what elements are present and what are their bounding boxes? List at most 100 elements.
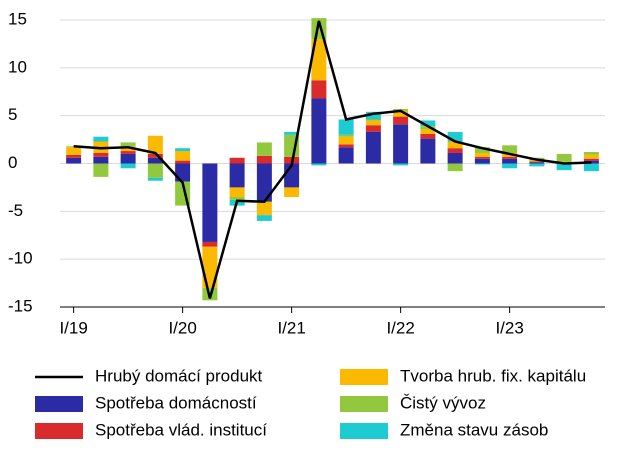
bar-segment — [147, 153, 163, 158]
bar-segment — [93, 136, 109, 142]
bar-segment — [556, 163, 572, 171]
bar-segment — [175, 163, 191, 182]
bar-segment — [229, 196, 245, 200]
legend-swatch — [340, 396, 388, 412]
bar-segment — [583, 152, 599, 155]
legend-label: Čistý vývoz — [400, 393, 486, 412]
bar-segment — [93, 152, 109, 157]
legend-swatch — [35, 423, 83, 439]
bar-segment — [202, 163, 218, 242]
bar-segment — [120, 153, 136, 164]
y-tick-label: 0 — [8, 153, 17, 172]
bar-segment — [502, 163, 518, 169]
bar-segment — [66, 154, 82, 158]
y-tick-label: 5 — [8, 105, 17, 124]
bar-segment — [284, 187, 300, 197]
bar-segment — [583, 163, 599, 172]
bar-segment — [583, 154, 599, 159]
bar-segment — [256, 215, 272, 221]
gdp-line — [73, 20, 592, 299]
bar-segment — [175, 151, 191, 161]
bar-segment — [420, 138, 436, 164]
bar-segment — [93, 163, 109, 177]
bar-segment — [256, 142, 272, 156]
bar-segment — [474, 156, 490, 159]
bar-segment — [66, 157, 82, 164]
bar-segment — [311, 39, 327, 81]
bar-segment — [120, 146, 136, 152]
bar-segment — [256, 155, 272, 164]
bar-segment — [147, 163, 163, 178]
bar-segment — [311, 98, 327, 164]
bar-segment — [365, 131, 381, 164]
bar-segment — [447, 152, 463, 164]
bar-segment — [502, 158, 518, 164]
y-tick-label: -5 — [8, 201, 23, 220]
bar-segment — [474, 163, 490, 165]
bar-segment — [556, 161, 572, 163]
bar-segment — [256, 201, 272, 216]
bar-segment — [393, 116, 409, 125]
bar-segment — [338, 147, 354, 164]
legend-label: Spotřeba vlád. institucí — [95, 420, 267, 439]
x-tick-label: I/20 — [168, 318, 196, 337]
x-tick-label: I/19 — [59, 318, 87, 337]
legend-swatch — [35, 396, 83, 412]
bar-segment — [120, 151, 136, 154]
bar-segment — [284, 131, 300, 135]
bar-segment — [474, 158, 490, 164]
bar-segment — [338, 144, 354, 148]
bar-segment — [583, 160, 599, 164]
x-tick-label: I/21 — [277, 318, 305, 337]
y-tick-label: 10 — [8, 57, 27, 76]
legend-label: Tvorba hrub. fix. kapitálu — [400, 366, 586, 385]
bar-segment — [229, 157, 245, 164]
bar-segment — [447, 131, 463, 142]
bar-segment — [393, 110, 409, 117]
bar-segment — [529, 161, 545, 163]
bar-segment — [175, 148, 191, 152]
bar-segment — [393, 124, 409, 164]
bar-segment — [420, 126, 436, 130]
bar-segment — [311, 163, 327, 166]
bar-segment — [338, 136, 354, 145]
legend-label: Hrubý domácí produkt — [95, 366, 263, 385]
x-tick-label: I/23 — [495, 318, 523, 337]
bar-segment — [338, 134, 354, 137]
bar-segment — [120, 142, 136, 147]
bar-segment — [529, 163, 545, 167]
bar-segment — [420, 133, 436, 139]
legend-swatch — [340, 369, 388, 385]
bar-segment — [529, 160, 545, 162]
bar-segment — [229, 163, 245, 188]
bar-segment — [420, 120, 436, 127]
y-tick-label: -15 — [8, 296, 33, 315]
bar-segment — [474, 152, 490, 157]
bar-segment — [420, 129, 436, 134]
bar-segment — [502, 156, 518, 159]
bar-segment — [147, 135, 163, 154]
bar-segment — [447, 163, 463, 172]
legend-label: Spotřeba domácností — [95, 393, 257, 412]
bar-segment — [502, 145, 518, 153]
bar-segment — [365, 125, 381, 132]
bar-segment — [66, 147, 82, 155]
legend-swatch — [340, 423, 388, 439]
bar-segment — [93, 156, 109, 164]
bar-segment — [556, 153, 572, 162]
bar-segment — [229, 187, 245, 197]
x-tick-label: I/22 — [386, 318, 414, 337]
bar-segment — [311, 80, 327, 99]
bar-segment — [447, 141, 463, 149]
bar-segment — [529, 162, 545, 164]
bar-segment — [147, 177, 163, 181]
bar-segment — [393, 163, 409, 166]
y-tick-label: -10 — [8, 249, 33, 268]
bar-segment — [474, 147, 490, 153]
y-tick-label: 15 — [8, 9, 27, 28]
bar-segment — [365, 119, 381, 121]
bar-segment — [365, 120, 381, 126]
bar-segment — [147, 157, 163, 164]
legend-label: Změna stavu zásob — [400, 420, 548, 439]
